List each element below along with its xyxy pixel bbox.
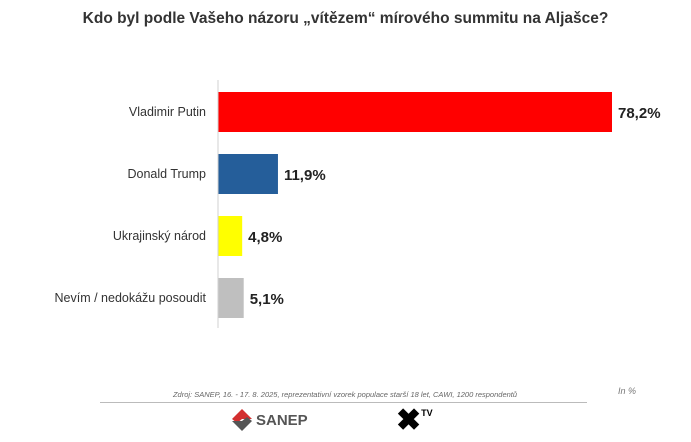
data-label: 5,1% — [250, 291, 284, 308]
bar — [218, 216, 243, 256]
chart-title: Kdo byl podle Vašeho názoru „vítězem“ mí… — [82, 10, 609, 27]
xtv-x-icon: ✖ — [396, 404, 422, 437]
sanep-logo-icon — [232, 409, 252, 431]
category-label: Nevím / nedokážu posoudit — [55, 291, 207, 305]
xtv-logo-text: TV — [421, 408, 433, 418]
source-note: Zdroj: SANEP, 16. - 17. 8. 2025, repreze… — [172, 390, 518, 399]
category-label: Donald Trump — [127, 167, 206, 181]
sanep-logo-text: SANEP — [256, 411, 308, 429]
sanep-logo: SANEP — [230, 408, 308, 432]
bar-plot: Vladimir Putin 78,2% Donald Trump 11,9% Ukra… — [55, 80, 661, 328]
data-label: 4,8% — [248, 229, 282, 246]
unit-label: In % — [618, 386, 637, 396]
bar — [218, 278, 244, 318]
bar — [218, 154, 278, 194]
category-label: Ukrajinský národ — [113, 229, 206, 243]
bar — [218, 92, 612, 132]
data-label: 78,2% — [618, 105, 661, 122]
footer-divider — [100, 402, 587, 403]
category-label: Vladimir Putin — [129, 105, 206, 119]
xtv-logo: ✖ TV — [396, 404, 433, 437]
data-label: 11,9% — [284, 167, 326, 184]
